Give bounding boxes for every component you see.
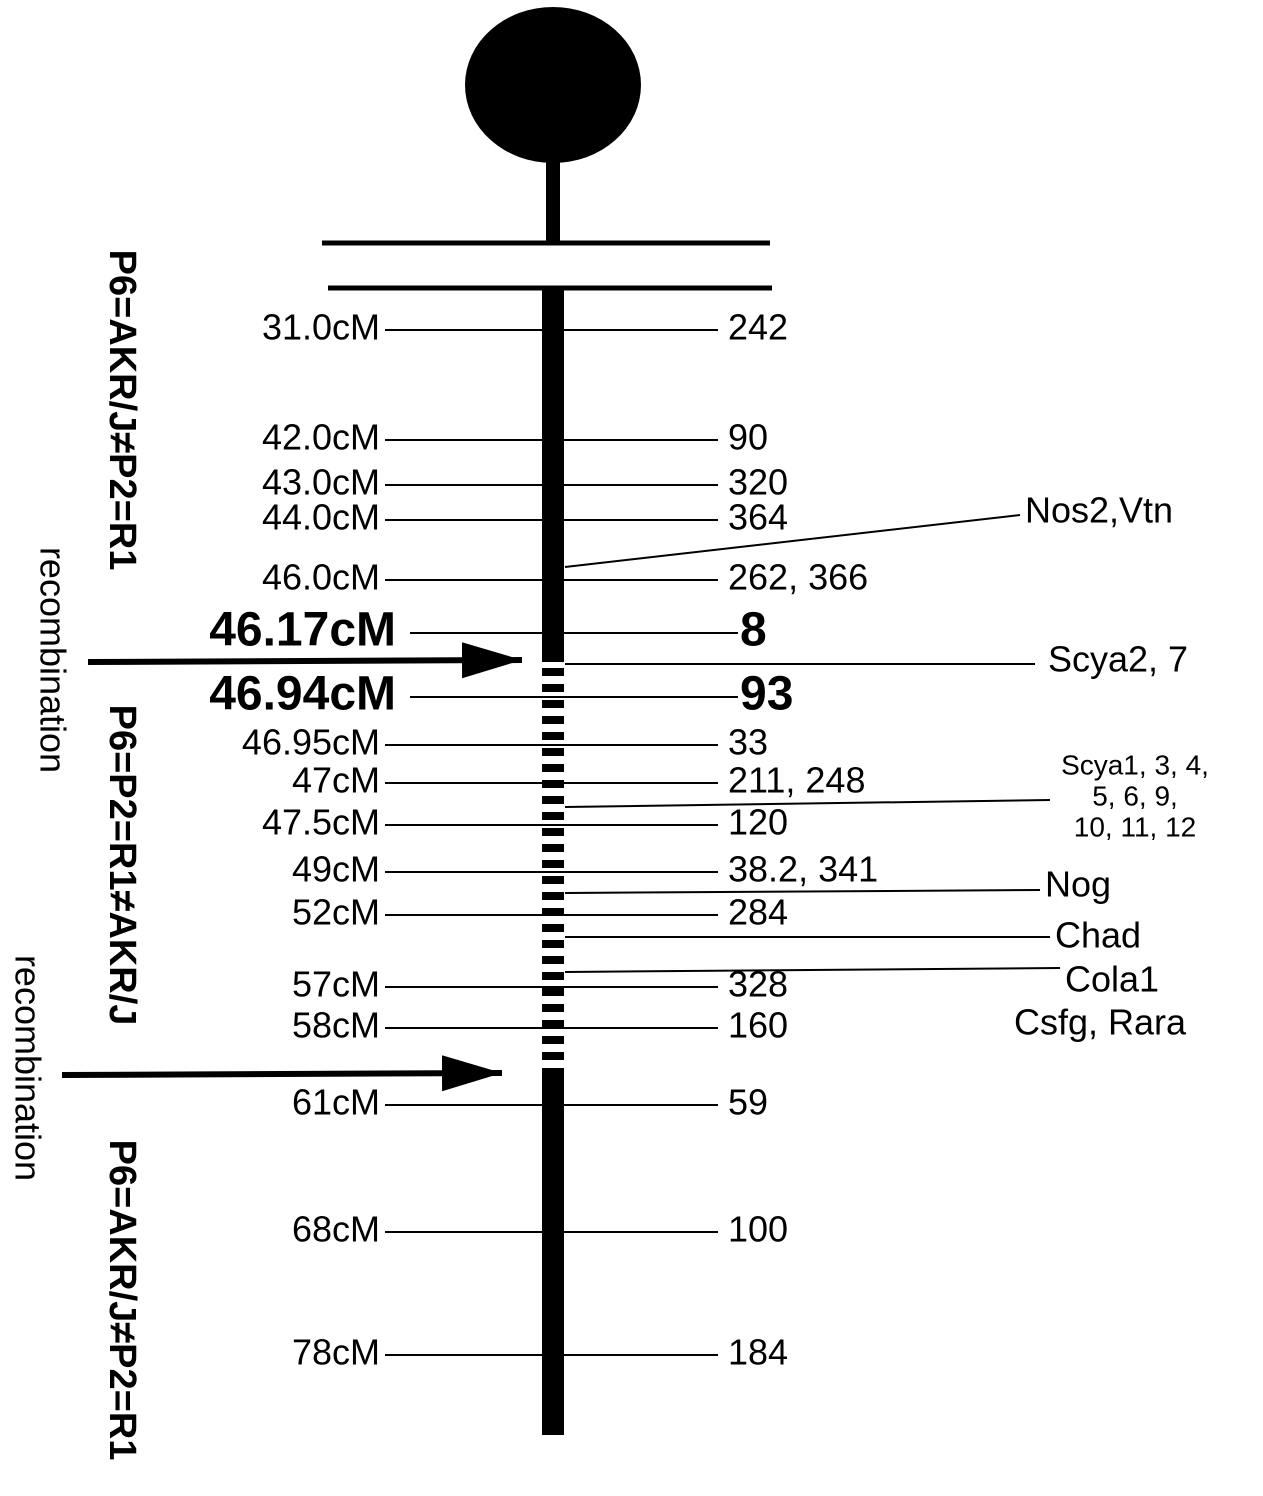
gene-line (565, 800, 1050, 807)
marker-label: 93 (740, 668, 793, 721)
position-label: 78cM (292, 1332, 380, 1373)
position-label: 68cM (292, 1209, 380, 1250)
marker-label: 8 (740, 604, 767, 657)
gene-label: 5, 6, 9, (1092, 780, 1178, 811)
position-label: 46.94cM (209, 668, 396, 721)
region-label: P6=AKR/J≠P2=R1 (101, 250, 143, 571)
arrow (88, 660, 522, 662)
position-label: 58cM (292, 1005, 380, 1046)
marker-label: 59 (728, 1082, 768, 1123)
position-label: 47.5cM (262, 802, 380, 843)
recombination-label: recombination (32, 547, 73, 773)
marker-label: 90 (728, 417, 768, 458)
gene-label: Scya2, 7 (1048, 639, 1188, 680)
gene-label: Cola1 (1065, 959, 1159, 1000)
position-label: 49cM (292, 849, 380, 890)
position-label: 31.0cM (262, 307, 380, 348)
genetic-map: 31.0cM24242.0cM9043.0cM32044.0cM36446.0c… (0, 0, 1263, 1496)
position-label: 47cM (292, 760, 380, 801)
region-label: P6=P2=R1≠AKR/J (101, 705, 143, 1026)
position-label: 44.0cM (262, 497, 380, 538)
marker-label: 100 (728, 1209, 788, 1250)
position-label: 52cM (292, 892, 380, 933)
marker-label: 211, 248 (728, 760, 865, 801)
marker-label: 284 (728, 892, 788, 933)
marker-label: 120 (728, 802, 788, 843)
chromosome-solid (542, 1068, 564, 1435)
marker-label: 160 (728, 1005, 788, 1046)
position-label: 46.95cM (242, 722, 380, 763)
marker-label: 184 (728, 1332, 788, 1373)
chromosome-solid (542, 288, 564, 662)
marker-label: 262, 366 (728, 557, 868, 598)
position-label: 46.17cM (209, 604, 396, 657)
centromere (465, 7, 641, 163)
gene-line (565, 968, 1060, 972)
gene-label: Chad (1055, 915, 1141, 956)
stalk (546, 160, 560, 245)
gene-label: Nog (1045, 864, 1111, 905)
position-label: 42.0cM (262, 417, 380, 458)
marker-label: 364 (728, 497, 788, 538)
arrow (62, 1073, 502, 1075)
recombination-label: recombination (7, 955, 48, 1181)
position-label: 57cM (292, 964, 380, 1005)
marker-label: 33 (728, 722, 768, 763)
region-label: P6=AKR/J≠P2=R1 (101, 1140, 143, 1461)
marker-label: 242 (728, 307, 788, 348)
gene-label: Csfg, Rara (1014, 1002, 1187, 1043)
gene-label: Scya1, 3, 4, (1061, 749, 1209, 780)
position-label: 61cM (292, 1082, 380, 1123)
gene-line (565, 890, 1040, 893)
marker-label: 38.2, 341 (728, 849, 878, 890)
gene-label: Nos2,Vtn (1025, 490, 1173, 531)
position-label: 46.0cM (262, 557, 380, 598)
gene-label: 10, 11, 12 (1074, 811, 1196, 842)
